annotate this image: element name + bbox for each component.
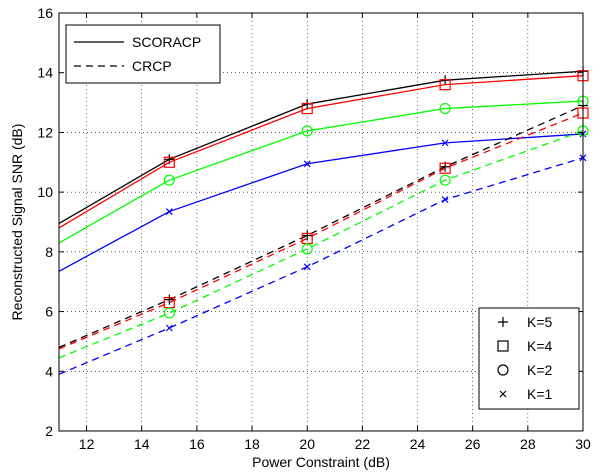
data-point-scoracp-k-2 <box>163 174 175 186</box>
series-line-scoracp-k-4 <box>58 75 584 229</box>
x-tick-label: 26 <box>465 436 481 452</box>
x-tick-label: 18 <box>244 436 260 452</box>
data-point-scoracp-k-2 <box>439 102 451 115</box>
x-axis-label: Power Constraint (dB) <box>252 454 390 470</box>
data-point-scoracp-k-2 <box>301 125 313 137</box>
x-tick-label: 22 <box>355 436 371 452</box>
legend-marker-label: K=1 <box>527 386 553 402</box>
x-tick-label: 12 <box>79 436 95 452</box>
legend-line-label: CRCP <box>132 58 172 74</box>
legend-marker-symbol <box>498 317 508 327</box>
legend-line-box <box>65 24 221 84</box>
legend-marker-label: K=2 <box>527 362 553 378</box>
y-tick-label: 6 <box>45 304 53 320</box>
data-point-scoracp-k-1 <box>303 160 311 168</box>
legend-marker-symbol <box>497 364 509 376</box>
x-tick-label: 24 <box>410 436 426 452</box>
x-tick-label: 30 <box>575 436 591 452</box>
data-point-crcp-k-1 <box>441 196 449 204</box>
y-tick-label: 2 <box>45 423 53 439</box>
y-tick-label: 12 <box>37 124 53 140</box>
legend-marker-box <box>478 307 580 410</box>
plot-frame <box>58 12 584 432</box>
legend-marker-symbol <box>499 390 507 398</box>
data-point-crcp-k-1 <box>303 263 311 271</box>
legend-marker-symbol <box>497 340 509 352</box>
data-point-crcp-k-5 <box>302 230 313 241</box>
x-tick-label: 16 <box>189 436 205 452</box>
data-point-crcp-k-1 <box>165 324 173 332</box>
y-tick-label: 8 <box>45 244 53 260</box>
y-axis-label: Reconstructed Signal SNR (dB) <box>9 124 25 321</box>
y-tick-label: 4 <box>45 363 53 379</box>
legend-marker-label: K=4 <box>527 338 553 354</box>
legend-k-markers: K=5 K=4 K=2 K=1 <box>478 307 580 410</box>
y-tick-label: 14 <box>37 65 53 81</box>
data-point-scoracp-k-4 <box>439 79 451 91</box>
series-line-scoracp-k-2 <box>58 100 584 244</box>
data-point-scoracp-k-1 <box>165 208 173 215</box>
legend-line-styles: SCORACP CRCP <box>65 24 221 84</box>
data-point-crcp-k-4 <box>439 162 451 174</box>
data-point-crcp-k-5 <box>164 294 175 305</box>
data-point-scoracp-k-4 <box>301 102 313 115</box>
data-point-crcp-k-2 <box>301 243 313 255</box>
y-tick-label: 16 <box>37 5 53 21</box>
data-point-crcp-k-2 <box>163 307 175 319</box>
x-tick-label: 20 <box>299 436 315 452</box>
series-line-crcp-k-2 <box>58 130 584 359</box>
x-tick-label: 14 <box>134 436 150 452</box>
legend-marker-label: K=5 <box>527 314 553 330</box>
data-point-crcp-k-2 <box>439 174 451 186</box>
legend-line-label: SCORACP <box>132 34 201 50</box>
x-tick-label: 28 <box>520 436 536 452</box>
data-point-scoracp-k-1 <box>441 139 449 147</box>
data-point-scoracp-k-4 <box>163 156 175 168</box>
y-tick-label: 10 <box>37 184 53 200</box>
